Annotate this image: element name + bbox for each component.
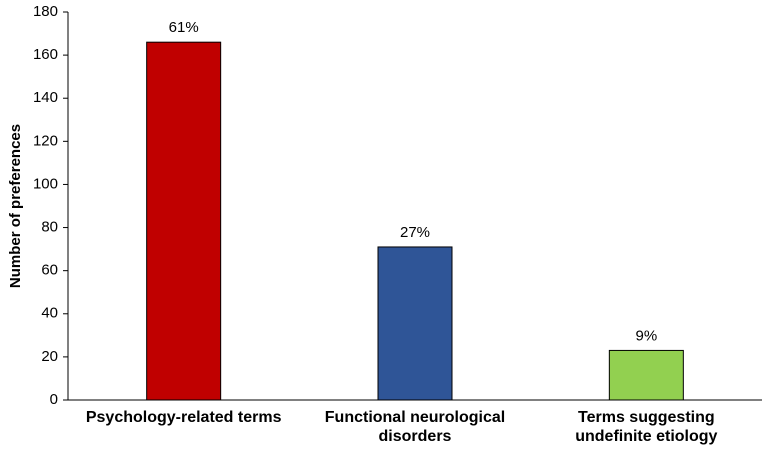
y-tick-label: 140 <box>33 89 58 106</box>
y-tick-label: 60 <box>41 262 58 279</box>
bar <box>608 349 684 401</box>
x-tick-label: Terms suggesting undefinite etiology <box>575 409 718 445</box>
y-tick-label: 0 <box>50 391 58 408</box>
y-tick-label: 40 <box>41 305 58 322</box>
y-tick-label: 20 <box>41 348 58 365</box>
y-tick-label: 120 <box>33 132 58 149</box>
y-tick-label: 180 <box>33 3 58 20</box>
value-label: 9% <box>635 327 657 344</box>
bar <box>377 246 453 401</box>
bar <box>146 41 222 401</box>
x-tick-label: Psychology-related terms <box>85 409 282 426</box>
x-tick-label: Functional neurological disorders <box>324 409 506 445</box>
value-label: 27% <box>400 224 430 241</box>
value-label: 61% <box>169 19 199 36</box>
y-tick-label: 80 <box>41 219 58 236</box>
y-axis-label: Number of preferences <box>7 124 24 288</box>
y-tick-label: 100 <box>33 175 58 192</box>
y-tick-label: 160 <box>33 46 58 63</box>
